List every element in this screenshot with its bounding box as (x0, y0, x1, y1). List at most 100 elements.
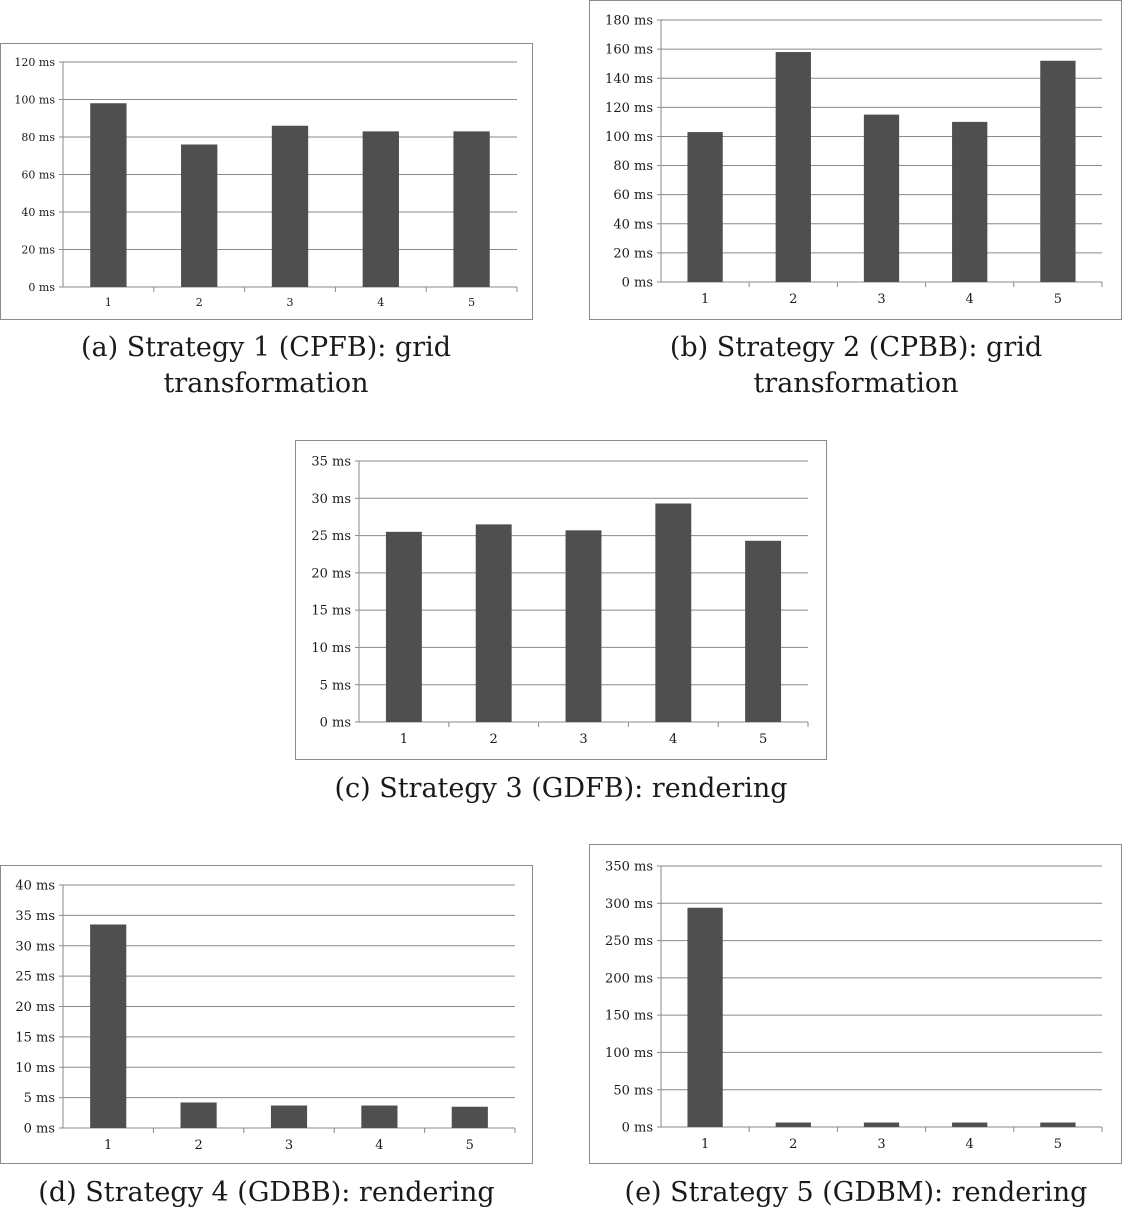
y-tick-label: 300 ms (605, 897, 653, 912)
bar (863, 114, 900, 282)
bar (362, 131, 399, 287)
x-tick-label: 1 (105, 296, 112, 309)
y-tick-label: 0 ms (24, 1122, 55, 1137)
y-tick-label: 0 ms (622, 276, 653, 291)
x-tick-label: 1 (104, 1138, 112, 1153)
bar (361, 1105, 398, 1128)
chart-panel-a: 0 ms 20 ms 40 ms 60 ms 80 ms 100 ms 120 ms 1 2 3 4… (0, 43, 533, 320)
y-tick-label: 160 ms (605, 43, 653, 58)
x-tick-label: 2 (196, 296, 203, 309)
y-tick-label: 140 ms (605, 72, 653, 87)
bar (385, 531, 422, 722)
bar (180, 1102, 217, 1128)
bar (90, 103, 127, 287)
caption-a: (a) Strategy 1 (CPFB): grid transformati… (80, 332, 452, 399)
bar (745, 540, 782, 722)
y-tick-label: 0 ms (622, 1121, 653, 1136)
x-tick-label: 1 (701, 1137, 709, 1152)
x-tick-label: 1 (701, 292, 709, 307)
x-tick-label: 3 (287, 296, 294, 309)
y-tick-label: 10 ms (15, 1061, 55, 1076)
x-tick-label: 2 (789, 292, 797, 307)
x-tick-label: 4 (966, 1137, 974, 1152)
x-tick-label: 4 (377, 296, 384, 309)
x-tick-label: 5 (1054, 292, 1062, 307)
x-tick-label: 2 (490, 732, 498, 747)
chart-e-svg: 0 ms 50 ms 100 ms 150 ms 200 ms 250 ms 300 ms 3… (605, 860, 1103, 1152)
y-tick-label: 30 ms (311, 492, 351, 507)
y-tick-label: 150 ms (605, 1009, 653, 1024)
y-tick-label: 0 ms (320, 716, 351, 731)
x-tick-label: 3 (877, 1137, 885, 1152)
y-tick-label: 60 ms (613, 188, 653, 203)
y-tick-label: 15 ms (15, 1030, 55, 1045)
y-tick-label: 60 ms (21, 168, 55, 181)
y-tick-label: 50 ms (613, 1083, 653, 1098)
y-tick-label: 100 ms (605, 1046, 653, 1061)
bar (775, 1122, 811, 1127)
bar (90, 924, 127, 1128)
chart-d-svg: 0 ms 5 ms 10 ms 15 ms 20 ms 25 ms 30 ms 35 ms 40… (15, 879, 516, 1153)
bar (687, 907, 723, 1127)
y-tick-label: 40 ms (21, 206, 55, 219)
bar (1040, 60, 1076, 282)
y-tick-label: 10 ms (311, 641, 351, 656)
bar (1040, 1122, 1076, 1127)
y-tick-label: 25 ms (15, 970, 55, 985)
y-tick-label: 100 ms (605, 130, 653, 145)
x-tick-label: 2 (194, 1138, 202, 1153)
y-tick-label: 250 ms (605, 934, 653, 949)
y-tick-label: 35 ms (311, 455, 351, 470)
bar (952, 1122, 988, 1127)
y-tick-label: 20 ms (21, 243, 55, 256)
x-tick-label: 4 (375, 1138, 383, 1153)
y-tick-label: 30 ms (15, 939, 55, 954)
y-tick-label: 20 ms (613, 246, 653, 261)
y-tick-label: 20 ms (15, 1000, 55, 1015)
bar (863, 1122, 900, 1127)
y-tick-label: 5 ms (320, 678, 351, 693)
x-tick-label: 5 (759, 732, 767, 747)
y-tick-label: 25 ms (311, 529, 351, 544)
caption-c: (c) Strategy 3 (GDFB): rendering (334, 773, 788, 804)
bar (687, 132, 723, 282)
bar (453, 131, 490, 287)
bar (565, 530, 602, 722)
bar (952, 121, 988, 282)
chart-c-svg: 0 ms 5 ms 10 ms 15 ms 20 ms 25 ms 30 ms 35 ms 1 2… (311, 455, 809, 747)
chart-b-svg: 0 ms 20 ms 40 ms 60 ms 80 ms 100 ms 120 ms 140 … (605, 14, 1103, 307)
bar (270, 1105, 308, 1128)
y-tick-label: 80 ms (613, 159, 653, 174)
bar (655, 503, 692, 722)
x-tick-label: 4 (669, 732, 677, 747)
y-tick-label: 200 ms (605, 971, 653, 986)
caption-d: (d) Strategy 4 (GDBB): rendering (38, 1177, 495, 1208)
caption-b: (b) Strategy 2 (CPBB): grid transformati… (669, 332, 1043, 399)
x-tick-label: 3 (877, 292, 885, 307)
y-tick-label: 100 ms (14, 93, 55, 106)
y-tick-label: 0 ms (28, 281, 55, 294)
x-tick-label: 4 (966, 292, 974, 307)
chart-panel-c: 0 ms 5 ms 10 ms 15 ms 20 ms 25 ms 30 ms 35 ms 1 2… (295, 440, 827, 760)
bar (271, 125, 309, 287)
x-tick-label: 5 (468, 296, 475, 309)
bar (451, 1106, 488, 1128)
y-tick-label: 80 ms (21, 131, 55, 144)
chart-panel-e: 0 ms 50 ms 100 ms 150 ms 200 ms 250 ms 300 ms 3… (589, 844, 1122, 1164)
bar (475, 524, 512, 722)
y-tick-label: 120 ms (605, 101, 653, 116)
bar (181, 144, 218, 287)
caption-e: (e) Strategy 5 (GDBM): rendering (624, 1177, 1088, 1208)
y-tick-label: 15 ms (311, 604, 351, 619)
y-tick-label: 180 ms (605, 14, 653, 29)
x-tick-label: 1 (400, 732, 408, 747)
x-tick-label: 2 (789, 1137, 797, 1152)
x-tick-label: 3 (579, 732, 587, 747)
y-tick-label: 40 ms (15, 879, 55, 894)
chart-panel-d: 0 ms 5 ms 10 ms 15 ms 20 ms 25 ms 30 ms 35 ms 40… (0, 865, 533, 1164)
chart-panel-b: 0 ms 20 ms 40 ms 60 ms 80 ms 100 ms 120 ms 140 … (589, 0, 1122, 320)
chart-a-svg: 0 ms 20 ms 40 ms 60 ms 80 ms 100 ms 120 ms 1 2 3 4… (14, 56, 518, 309)
x-tick-label: 5 (1054, 1137, 1062, 1152)
y-tick-label: 40 ms (613, 217, 653, 232)
x-tick-label: 5 (466, 1138, 474, 1153)
